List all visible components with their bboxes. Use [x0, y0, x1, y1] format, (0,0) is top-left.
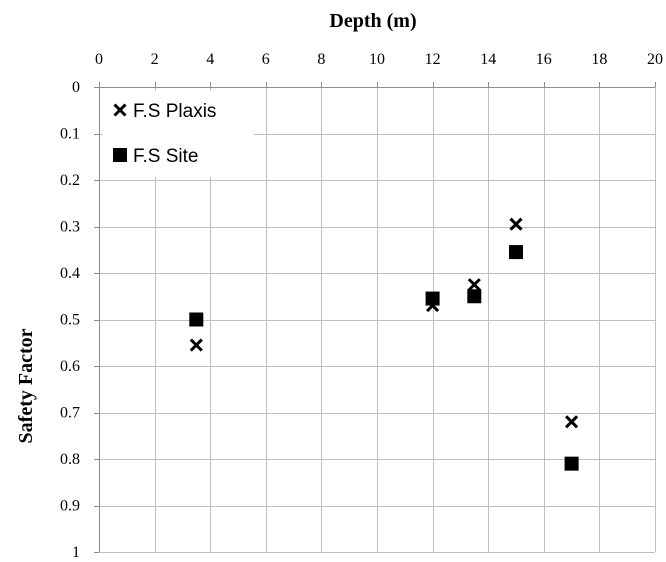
- x-tick-label: 20: [647, 51, 663, 68]
- legend-label: F.S Plaxis: [133, 101, 216, 122]
- y-tick-label: 1: [72, 544, 80, 561]
- site-point: [189, 312, 204, 327]
- x-tick-labels: 0 2 4 6 8 10 12 14 16 18 20: [95, 51, 663, 68]
- legend-marker-square-icon: [113, 148, 127, 162]
- x-tick-label: 14: [480, 51, 496, 68]
- x-tick-label: 18: [591, 51, 607, 68]
- y-tick-label: 0.7: [60, 405, 80, 422]
- site-point: [564, 456, 579, 471]
- y-tick-label: 0.9: [60, 498, 80, 515]
- y-tick-label: 0.4: [60, 265, 80, 282]
- y-tick-label: 0.5: [60, 312, 80, 329]
- site-point: [509, 245, 523, 260]
- legend: F.S Plaxis F.S Site: [102, 91, 254, 177]
- site-point: [425, 291, 440, 306]
- legend-box: [102, 91, 254, 177]
- x-tick-label: 12: [425, 51, 441, 68]
- x-tick-label: 4: [206, 51, 214, 68]
- axes: [94, 82, 656, 553]
- data-points: [189, 217, 579, 471]
- x-tick-label: 16: [536, 51, 552, 68]
- x-tick-label: 6: [262, 51, 270, 68]
- y-tick-label: 0.1: [60, 126, 80, 143]
- x-tick-label: 8: [317, 51, 325, 68]
- plaxis-point: [467, 278, 481, 292]
- y-axis-title: Safety Factor: [15, 328, 37, 443]
- y-tick-label: 0.3: [60, 219, 80, 236]
- y-tick-labels: 0 0.1 0.2 0.3 0.4 0.5 0.6 0.7 0.8 0.9 1: [60, 79, 80, 561]
- plaxis-point: [509, 217, 523, 231]
- y-tick-label: 0.6: [60, 358, 80, 375]
- y-tick-label: 0.8: [60, 451, 80, 468]
- legend-marker-x-icon: [113, 103, 127, 117]
- plaxis-point: [565, 415, 579, 429]
- site-point: [467, 289, 482, 304]
- legend-label: F.S Site: [133, 146, 198, 167]
- y-tick-label: 0.2: [60, 172, 80, 189]
- x-axis-title: Depth (m): [329, 10, 416, 32]
- plaxis-point: [189, 338, 203, 352]
- x-tick-label: 10: [369, 51, 385, 68]
- x-tick-label: 0: [95, 51, 103, 68]
- x-tick-label: 2: [151, 51, 159, 68]
- y-tick-label: 0: [72, 79, 80, 96]
